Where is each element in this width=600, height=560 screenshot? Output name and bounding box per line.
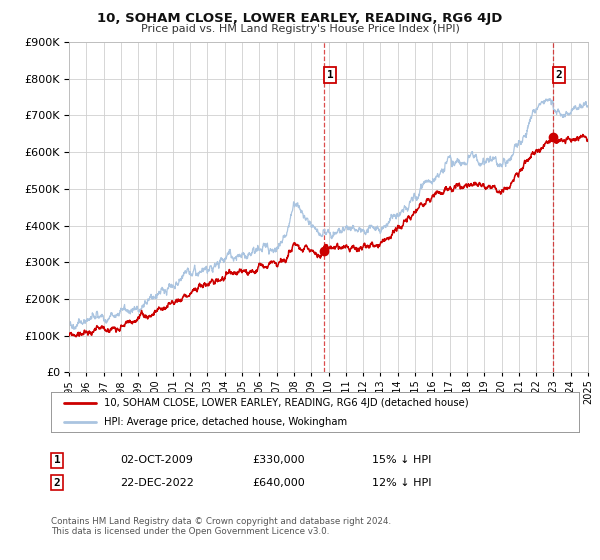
Text: £330,000: £330,000 — [252, 455, 305, 465]
Text: Price paid vs. HM Land Registry's House Price Index (HPI): Price paid vs. HM Land Registry's House … — [140, 24, 460, 34]
Text: 15% ↓ HPI: 15% ↓ HPI — [372, 455, 431, 465]
Text: 10, SOHAM CLOSE, LOWER EARLEY, READING, RG6 4JD: 10, SOHAM CLOSE, LOWER EARLEY, READING, … — [97, 12, 503, 25]
Text: Contains HM Land Registry data © Crown copyright and database right 2024.: Contains HM Land Registry data © Crown c… — [51, 517, 391, 526]
Text: 02-OCT-2009: 02-OCT-2009 — [120, 455, 193, 465]
Text: 1: 1 — [327, 70, 334, 80]
Text: 22-DEC-2022: 22-DEC-2022 — [120, 478, 194, 488]
Text: 2: 2 — [556, 70, 562, 80]
Text: £640,000: £640,000 — [252, 478, 305, 488]
Text: This data is licensed under the Open Government Licence v3.0.: This data is licensed under the Open Gov… — [51, 528, 329, 536]
Text: HPI: Average price, detached house, Wokingham: HPI: Average price, detached house, Woki… — [104, 417, 347, 427]
Text: 2: 2 — [53, 478, 61, 488]
Text: 10, SOHAM CLOSE, LOWER EARLEY, READING, RG6 4JD (detached house): 10, SOHAM CLOSE, LOWER EARLEY, READING, … — [104, 398, 469, 408]
Text: 1: 1 — [53, 455, 61, 465]
Text: 12% ↓ HPI: 12% ↓ HPI — [372, 478, 431, 488]
